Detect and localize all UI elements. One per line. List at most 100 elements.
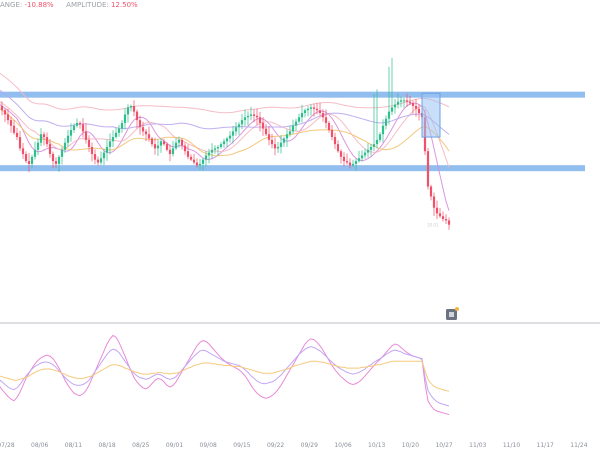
x-tick-label: 08/18 — [98, 442, 115, 449]
candle-body — [147, 134, 151, 139]
amplitude-label: AMPLITUDE: — [66, 1, 109, 9]
x-tick-label: 11/17 — [537, 442, 554, 449]
candle-body — [48, 144, 52, 155]
last-price-label: 10.01 — [427, 223, 439, 228]
candle-body — [333, 137, 337, 145]
candle-body — [255, 115, 259, 118]
candle-body — [438, 213, 442, 217]
candle-body — [273, 144, 277, 149]
x-tick-label: 09/22 — [267, 442, 284, 449]
oscillator-lines — [0, 334, 450, 416]
candle-body — [60, 149, 64, 157]
candle-body — [414, 105, 418, 109]
candle-body — [117, 128, 121, 133]
candle-body — [396, 101, 400, 105]
candle-body — [330, 130, 334, 138]
candle-body — [444, 219, 448, 221]
candle-body — [447, 220, 451, 225]
candle-body — [45, 137, 49, 145]
candle-body — [3, 110, 7, 115]
ma-slow-line — [0, 108, 450, 157]
candle-body — [168, 149, 172, 155]
candle-body — [195, 162, 199, 166]
candle-body — [309, 107, 313, 109]
candle-body — [198, 163, 202, 166]
scroll-to-latest-button[interactable] — [446, 307, 459, 320]
candle-body — [426, 151, 430, 187]
candle-body — [297, 117, 301, 122]
osc-j-line — [0, 360, 450, 392]
candle-body — [291, 125, 295, 132]
candle-body — [399, 100, 403, 102]
x-tick-label: 08/25 — [132, 442, 149, 449]
candle-body — [357, 158, 361, 162]
candle-body — [408, 101, 412, 104]
candle-body — [201, 159, 205, 164]
x-tick-label: 09/15 — [233, 442, 250, 449]
candle-body — [345, 161, 349, 163]
candle-body — [171, 148, 175, 155]
header-stats: ANGE: -10.88% AMPLITUDE: 12.50% — [0, 0, 138, 14]
candle-body — [276, 146, 280, 149]
candle-body — [183, 145, 187, 152]
candle-body — [288, 131, 292, 135]
x-tick-label: 09/29 — [301, 442, 318, 449]
candle-body — [384, 118, 388, 126]
x-tick-label: 09/01 — [166, 442, 183, 449]
candle-body — [342, 156, 346, 162]
candle-body — [393, 104, 397, 108]
candle-body — [372, 144, 376, 147]
x-tick-label: 09/08 — [200, 442, 217, 449]
candle-body — [315, 108, 319, 111]
candle-body — [51, 154, 55, 162]
volatility-box — [421, 92, 441, 138]
candle-body — [222, 141, 226, 145]
candle-body — [336, 144, 340, 152]
x-tick-label: 11/10 — [503, 442, 520, 449]
candle-body — [204, 155, 208, 160]
candle-body — [162, 141, 166, 145]
candle-body — [351, 163, 355, 166]
candle-body — [363, 152, 367, 156]
candle-body — [249, 114, 253, 116]
candle-body — [96, 159, 100, 163]
candle-body — [312, 107, 316, 109]
candle-body — [54, 161, 58, 164]
candle-body — [435, 207, 439, 214]
x-tick-label: 08/06 — [31, 442, 48, 449]
candle-body — [57, 156, 61, 164]
candle-body — [405, 100, 409, 102]
candle-body — [258, 117, 262, 123]
candle-body — [111, 137, 115, 142]
candle-body — [294, 121, 298, 126]
candle-body — [219, 144, 223, 147]
candlesticks — [0, 57, 451, 230]
candle-body — [153, 144, 157, 149]
candle-body — [216, 146, 220, 149]
candle-body — [381, 125, 385, 135]
candle-body — [114, 132, 118, 138]
change-label: ANGE: — [0, 1, 23, 9]
notification-dot-icon — [455, 307, 459, 311]
candle-body — [99, 158, 103, 163]
candle-body — [243, 117, 247, 121]
candle-body — [441, 216, 445, 220]
candle-body — [432, 196, 436, 208]
candle-body — [303, 110, 307, 114]
candle-body — [141, 127, 145, 132]
candle-body — [135, 111, 139, 121]
candle-body — [417, 108, 421, 114]
osc-d-line — [0, 346, 450, 407]
candle-body — [411, 103, 415, 106]
candle-body — [36, 142, 40, 150]
candle-body — [87, 139, 91, 147]
candle-body — [234, 127, 238, 132]
candle-body — [6, 114, 10, 121]
candle-body — [360, 155, 364, 159]
candle-body — [231, 131, 235, 136]
candle-body — [30, 156, 34, 164]
candle-body — [324, 117, 328, 123]
candle-body — [369, 146, 373, 150]
candle-body — [165, 144, 169, 150]
